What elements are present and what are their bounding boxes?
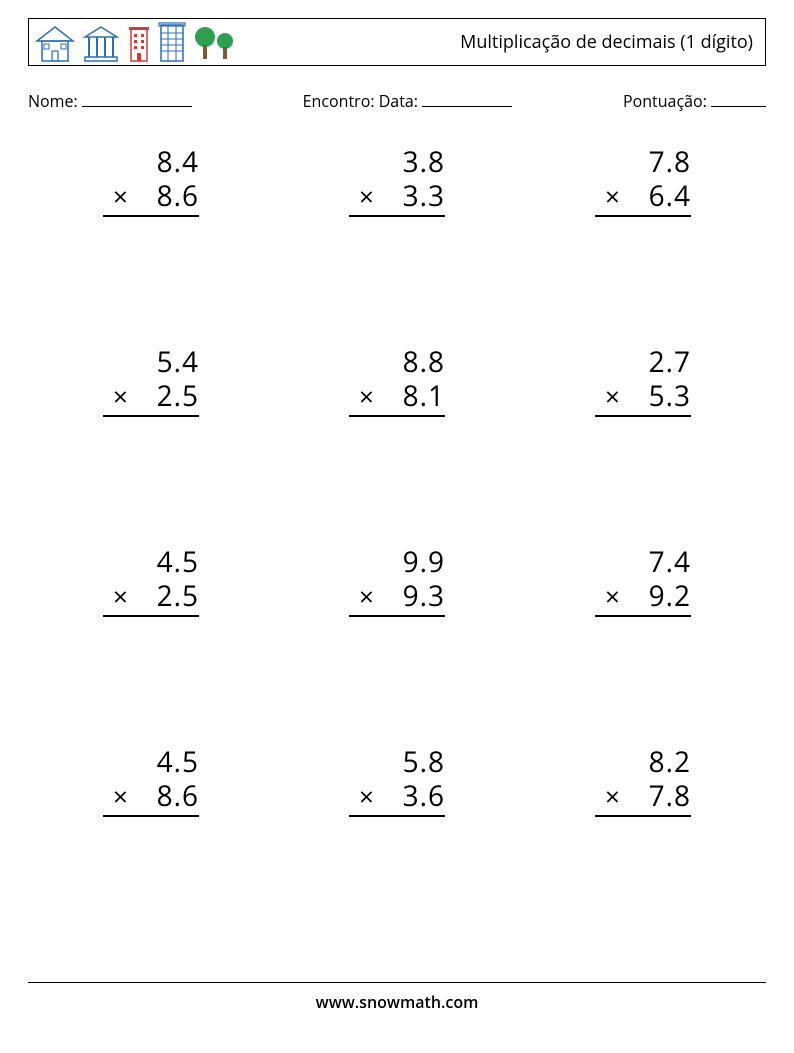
operator: × <box>605 581 633 612</box>
problem-stack: 2.7×5.3 <box>595 346 691 417</box>
problem-stack: 4.5×2.5 <box>103 546 199 617</box>
multiplier: 9.2 <box>633 580 691 614</box>
problem-stack: 4.5×8.6 <box>103 746 199 817</box>
problem-bar <box>349 615 445 617</box>
worksheet-title: Multiplicação de decimais (1 dígito) <box>460 30 753 54</box>
nome-field: Nome: <box>28 90 192 112</box>
problem-stack: 5.4×2.5 <box>103 346 199 417</box>
multiplier: 3.3 <box>387 180 445 214</box>
operator: × <box>605 781 633 812</box>
problem-stack: 8.2×7.8 <box>595 746 691 817</box>
multiplicand: 2.7 <box>633 346 691 380</box>
multiplier: 8.6 <box>141 780 199 814</box>
problem-stack: 3.8×3.3 <box>349 146 445 217</box>
multiplicand: 4.5 <box>141 746 199 780</box>
problem-bar <box>349 815 445 817</box>
house-icon <box>35 25 75 63</box>
problem-4: 5.4×2.5 <box>28 336 274 536</box>
problem-bar <box>595 215 691 217</box>
problem-bar <box>595 615 691 617</box>
multiplier: 5.3 <box>633 380 691 414</box>
problem-3: 7.8×6.4 <box>520 136 766 336</box>
encontro-blank[interactable] <box>422 106 512 107</box>
problem-9: 7.4×9.2 <box>520 536 766 736</box>
operator: × <box>113 581 141 612</box>
problem-stack: 7.8×6.4 <box>595 146 691 217</box>
problem-bar <box>595 415 691 417</box>
trees-icon <box>193 23 237 63</box>
multiplicand: 7.4 <box>633 546 691 580</box>
problem-12: 8.2×7.8 <box>520 736 766 936</box>
multiplicand: 8.8 <box>387 346 445 380</box>
operator: × <box>359 381 387 412</box>
problem-bar <box>103 615 199 617</box>
office-building-icon <box>157 21 187 63</box>
problem-10: 4.5×8.6 <box>28 736 274 936</box>
problem-6: 2.7×5.3 <box>520 336 766 536</box>
problem-bar <box>103 215 199 217</box>
problem-5: 8.8×8.1 <box>274 336 520 536</box>
pontuacao-label: Pontuação: <box>623 90 707 112</box>
multiplicand: 8.2 <box>633 746 691 780</box>
bank-icon <box>81 25 121 63</box>
encontro-label: Encontro: Data: <box>303 90 418 112</box>
multiplier: 6.4 <box>633 180 691 214</box>
problem-bar <box>349 215 445 217</box>
problem-stack: 7.4×9.2 <box>595 546 691 617</box>
multiplier: 8.6 <box>141 180 199 214</box>
operator: × <box>113 781 141 812</box>
operator: × <box>359 581 387 612</box>
header-box: Multiplicação de decimais (1 dígito) <box>28 18 766 66</box>
nome-blank[interactable] <box>82 106 192 107</box>
operator: × <box>605 381 633 412</box>
problem-bar <box>103 815 199 817</box>
multiplicand: 3.8 <box>387 146 445 180</box>
operator: × <box>605 181 633 212</box>
operator: × <box>359 781 387 812</box>
problem-2: 3.8×3.3 <box>274 136 520 336</box>
worksheet-page: Multiplicação de decimais (1 dígito) Nom… <box>0 0 794 1053</box>
multiplicand: 5.8 <box>387 746 445 780</box>
problem-stack: 8.4×8.6 <box>103 146 199 217</box>
operator: × <box>359 181 387 212</box>
problem-bar <box>595 815 691 817</box>
problem-11: 5.8×3.6 <box>274 736 520 936</box>
red-building-icon <box>127 25 151 63</box>
problem-7: 4.5×2.5 <box>28 536 274 736</box>
multiplicand: 7.8 <box>633 146 691 180</box>
header-icons <box>35 21 237 63</box>
operator: × <box>113 181 141 212</box>
footer-divider <box>28 982 766 983</box>
multiplicand: 5.4 <box>141 346 199 380</box>
multiplier: 3.6 <box>387 780 445 814</box>
problem-stack: 5.8×3.6 <box>349 746 445 817</box>
encontro-field: Encontro: Data: <box>303 90 512 112</box>
multiplier: 2.5 <box>141 580 199 614</box>
problem-bar <box>349 415 445 417</box>
multiplicand: 9.9 <box>387 546 445 580</box>
problems-grid: 8.4×8.6 3.8×3.3 7.8×6.4 5.4×2.5 8.8×8.1 … <box>28 136 766 936</box>
problem-stack: 8.8×8.1 <box>349 346 445 417</box>
problem-1: 8.4×8.6 <box>28 136 274 336</box>
multiplier: 9.3 <box>387 580 445 614</box>
problem-8: 9.9×9.3 <box>274 536 520 736</box>
multiplier: 2.5 <box>141 380 199 414</box>
pontuacao-field: Pontuação: <box>623 90 766 112</box>
problem-stack: 9.9×9.3 <box>349 546 445 617</box>
footer-text: www.snowmath.com <box>0 991 794 1013</box>
nome-label: Nome: <box>28 90 78 112</box>
pontuacao-blank[interactable] <box>711 106 766 107</box>
operator: × <box>113 381 141 412</box>
info-row: Nome: Encontro: Data: Pontuação: <box>28 90 766 112</box>
multiplier: 7.8 <box>633 780 691 814</box>
problem-bar <box>103 415 199 417</box>
multiplicand: 4.5 <box>141 546 199 580</box>
multiplier: 8.1 <box>387 380 445 414</box>
multiplicand: 8.4 <box>141 146 199 180</box>
